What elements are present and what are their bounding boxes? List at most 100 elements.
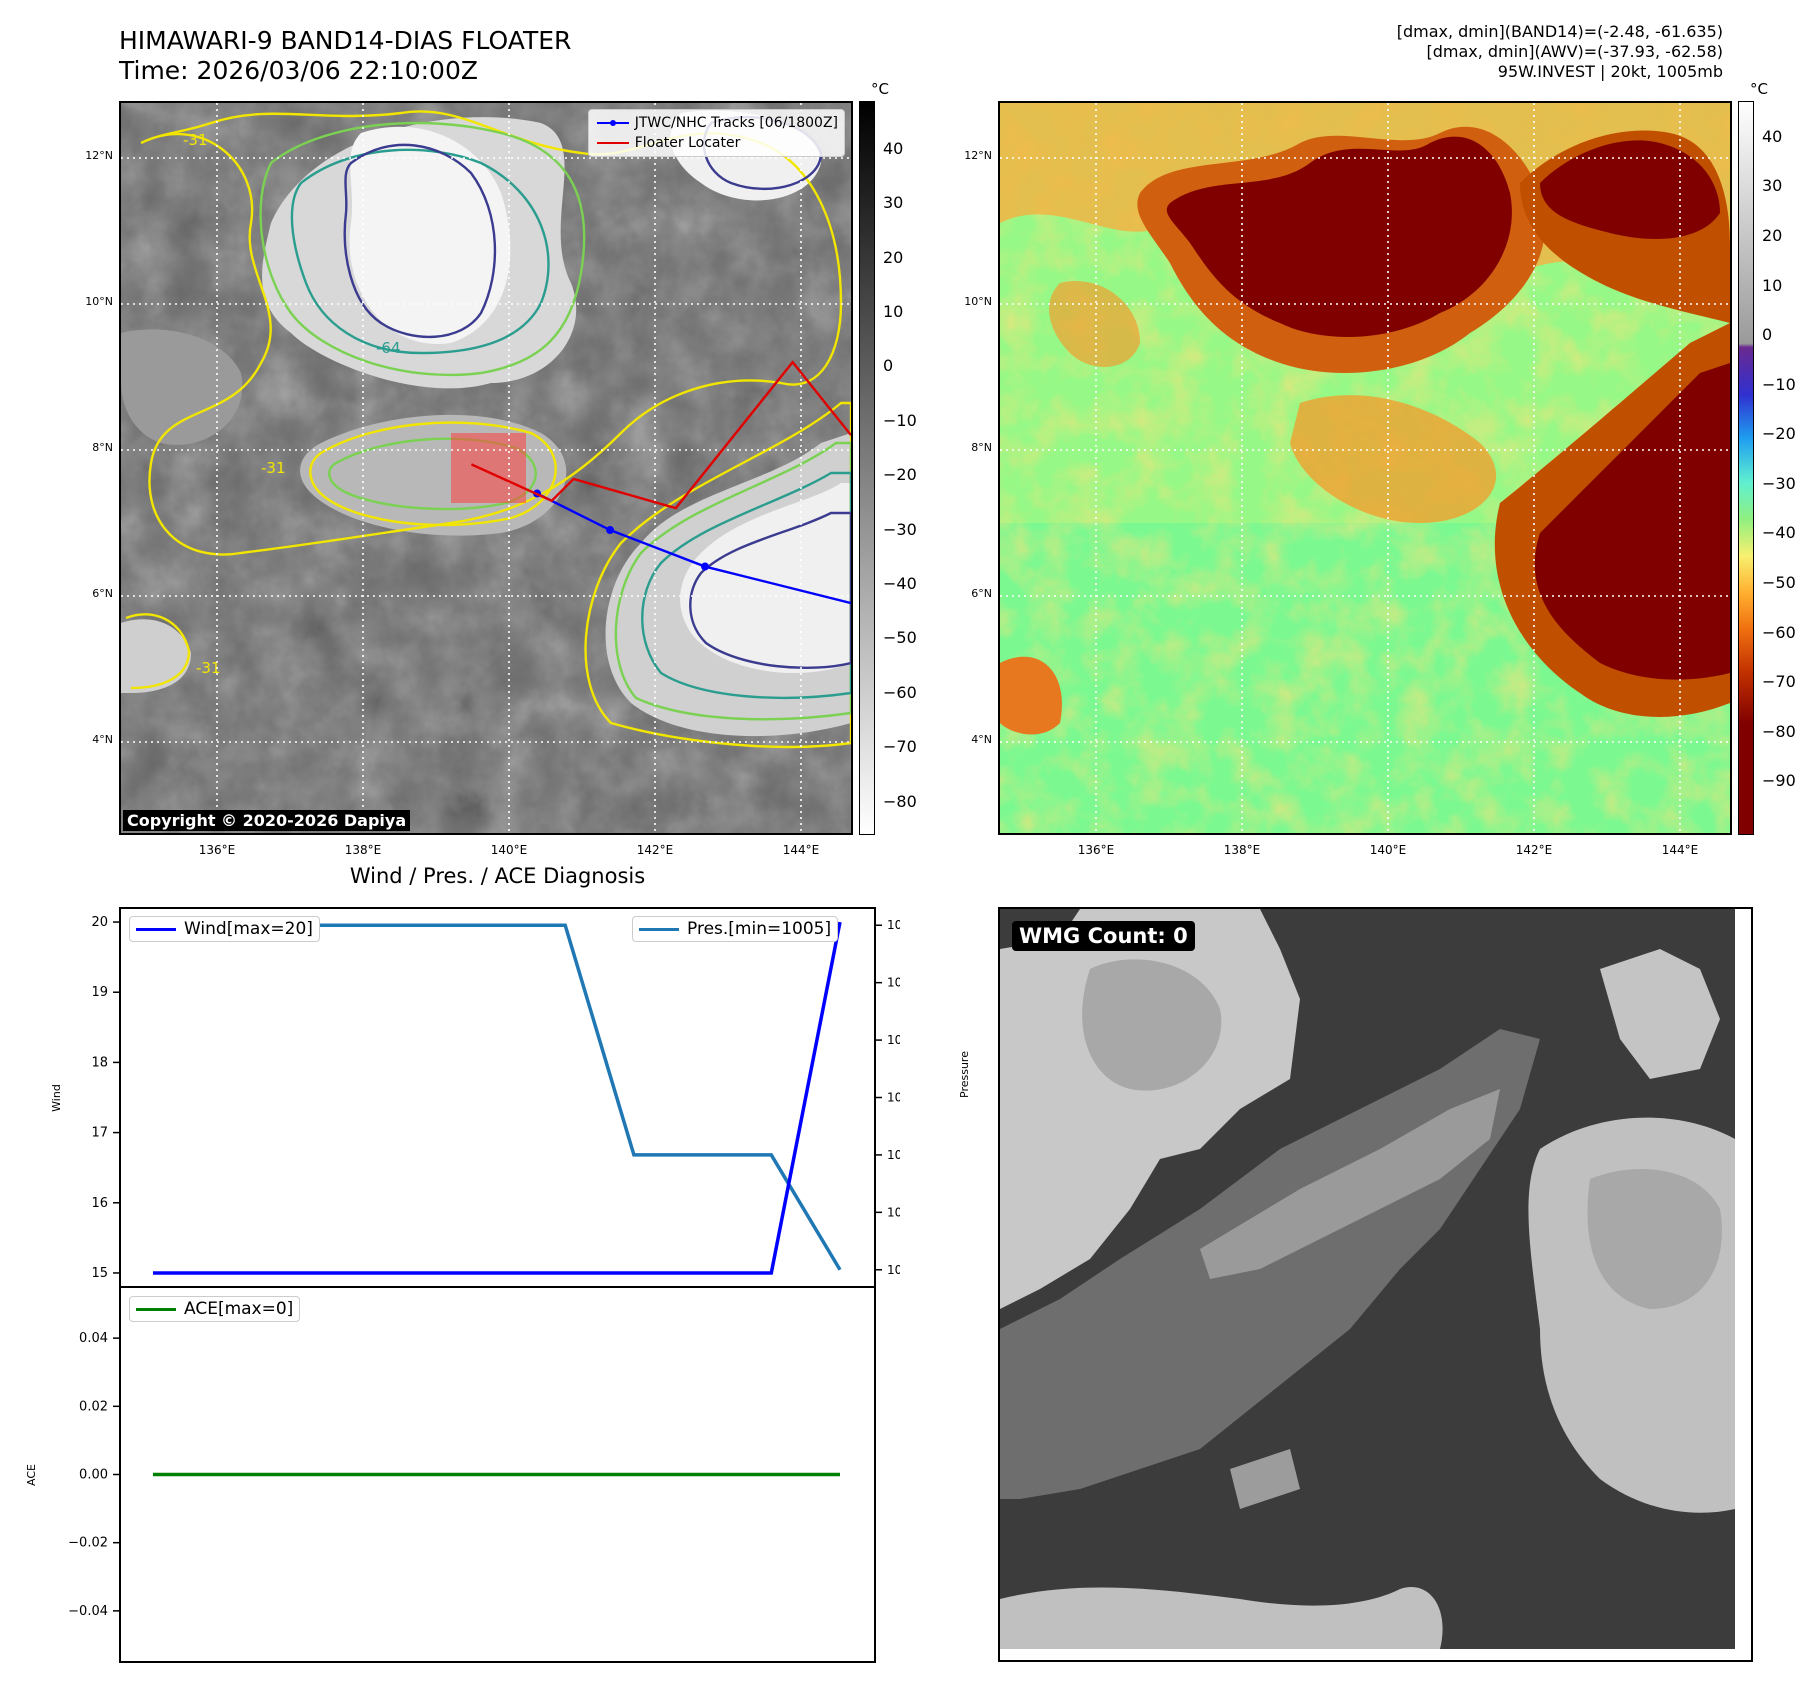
track-point [606, 526, 615, 535]
colorbar-tick-label: 0 [883, 356, 894, 376]
pressure-axis-label-text: Pressure [958, 1051, 971, 1098]
pressure-legend-label: Pres.[min=1005] [687, 919, 832, 939]
tick-label: 18 [91, 1055, 108, 1070]
colorbar-tick-label: 10 [1762, 275, 1783, 295]
wmg-count-label: WMG Count: 0 [1012, 921, 1195, 951]
lon-tick-label: 136°E [1077, 843, 1115, 857]
map-gridlines [121, 103, 851, 833]
colorbar-tick-label: 20 [883, 247, 904, 267]
lon-tick-label: 136°E [198, 843, 236, 857]
legend-item-floater: Floater Locater [595, 133, 838, 153]
lat-tick-label: 12°N [964, 149, 992, 162]
lon-tick-label: 140°E [1369, 843, 1407, 857]
diag-title: Wind / Pres. / ACE Diagnosis [349, 864, 646, 888]
colorbar-tick-label: −20 [1762, 424, 1796, 444]
tick-label: 1006.0 [887, 1148, 900, 1162]
lat-tick-label: 4°N [971, 733, 992, 746]
lat-tick-label: 6°N [971, 587, 992, 600]
info-line-2: [dmax, dmin](AWV)=(-37.93, -62.58) [1426, 42, 1723, 61]
lat-tick-label: 10°N [85, 295, 113, 308]
wv-colorbar [1738, 101, 1754, 835]
wind-ticks: 20 19 18 17 16 15 [91, 915, 120, 1281]
lat-tick-label: 8°N [92, 441, 113, 454]
legend-label-track: JTWC/NHC Tracks [06/1800Z] [634, 115, 838, 131]
colorbar-tick-label: −50 [1762, 573, 1796, 593]
colorbar-tick-label: −20 [883, 465, 917, 485]
contour-label: -31 [261, 459, 286, 477]
floater-box [451, 433, 526, 503]
jtwc-track-line [536, 492, 851, 605]
contour-label: -31 [196, 659, 221, 677]
wmg-panel: WMG Count: 0 [998, 907, 1753, 1662]
track-point [701, 562, 709, 571]
wind-axis-label: Wind [50, 1084, 63, 1112]
lat-tick-label: 6°N [92, 587, 113, 600]
tick-label: 20 [91, 915, 108, 930]
colorbar-tick-label: −70 [883, 737, 917, 757]
colorbar-tick-label: −40 [1762, 523, 1796, 543]
lat-tick-label: 8°N [971, 441, 992, 454]
tick-label: 19 [91, 985, 108, 1000]
tick-label: 0.00 [79, 1468, 108, 1483]
ir-colorbar [859, 101, 875, 835]
ace-axis-label: ACE [25, 1464, 38, 1486]
colorbar-tick-label: 40 [1762, 126, 1783, 146]
colorbar-tick-label: 10 [883, 302, 904, 322]
pressure-legend-swatch [639, 927, 679, 931]
tick-label: 1006.5 [887, 1091, 900, 1105]
wind-legend-label: Wind[max=20] [184, 919, 313, 939]
lon-tick-label: 138°E [344, 843, 382, 857]
pressure-ticks: 1008.0 1007.5 1007.0 1006.5 1006.0 1005.5 1005… [875, 918, 900, 1277]
title-line-1: HIMAWARI-9 BAND14-DIAS FLOATER [119, 26, 572, 55]
wv-map [1000, 103, 1730, 833]
lat-tick-label: 10°N [964, 295, 992, 308]
floater-locator-line [470, 360, 851, 510]
colorbar-tick-label: −80 [1762, 721, 1796, 741]
legend-label-floater: Floater Locater [634, 135, 741, 151]
tick-label: 16 [91, 1196, 108, 1211]
tick-label: 15 [91, 1266, 108, 1281]
pressure-legend: Pres.[min=1005] [632, 916, 839, 942]
tick-label: −0.04 [68, 1604, 108, 1619]
tick-label: 1005.5 [887, 1205, 900, 1219]
ace-legend: ACE[max=0] [129, 1296, 301, 1322]
colorbar-tick-label: 20 [1762, 225, 1783, 245]
lat-tick-label: 12°N [85, 149, 113, 162]
lon-tick-label: 144°E [782, 843, 820, 857]
tick-label: 1007.0 [887, 1033, 900, 1047]
lon-tick-label: 140°E [490, 843, 528, 857]
lon-tick-label: 144°E [1661, 843, 1699, 857]
colorbar-tick-label: −30 [883, 519, 917, 539]
colorbar-tick-label: −30 [1762, 473, 1796, 493]
contour-labels: -31 -64 -31 -31 [183, 131, 401, 677]
tick-label: −0.02 [68, 1536, 108, 1551]
wv-cold-regions [1000, 103, 1730, 735]
contour-label: -64 [376, 339, 401, 357]
tick-label: 1008.0 [887, 918, 900, 932]
ace-ticks: 0.04 0.02 0.00 −0.02 −0.04 [68, 1331, 120, 1619]
wind-line [153, 921, 842, 1275]
colorbar-tick-label: −70 [1762, 672, 1796, 692]
tick-label: 17 [91, 1126, 108, 1141]
ace-legend-swatch [136, 1307, 176, 1311]
colorbar-tick-label: −50 [883, 628, 917, 648]
tick-label: 0.02 [79, 1399, 108, 1414]
tick-label: 0.04 [79, 1331, 108, 1346]
wind-legend-swatch [136, 927, 176, 931]
temperature-contours [125, 110, 851, 749]
info-line-3: 95W.INVEST | 20kt, 1005mb [1497, 62, 1723, 81]
title-line-2: Time: 2026/03/06 22:10:00Z [119, 56, 478, 85]
colorbar-tick-label: −90 [1762, 771, 1796, 791]
lon-tick-label: 138°E [1223, 843, 1261, 857]
wv-satellite-panel [998, 101, 1732, 835]
lon-tick-label: 142°E [636, 843, 674, 857]
wv-gridlines [1000, 103, 1730, 833]
colorbar-tick-label: −60 [1762, 622, 1796, 642]
colorbar-tick-label: 30 [1762, 176, 1783, 196]
legend-item-track: JTWC/NHC Tracks [06/1800Z] [595, 113, 838, 133]
ir-satellite-panel: -31 -64 -31 -31 JTWC/NHC Tracks [06/1800… [119, 101, 853, 835]
ir-map: -31 -64 -31 -31 [121, 103, 851, 833]
ir-legend: JTWC/NHC Tracks [06/1800Z] Floater Locat… [587, 109, 845, 157]
lon-tick-label: 142°E [1515, 843, 1553, 857]
